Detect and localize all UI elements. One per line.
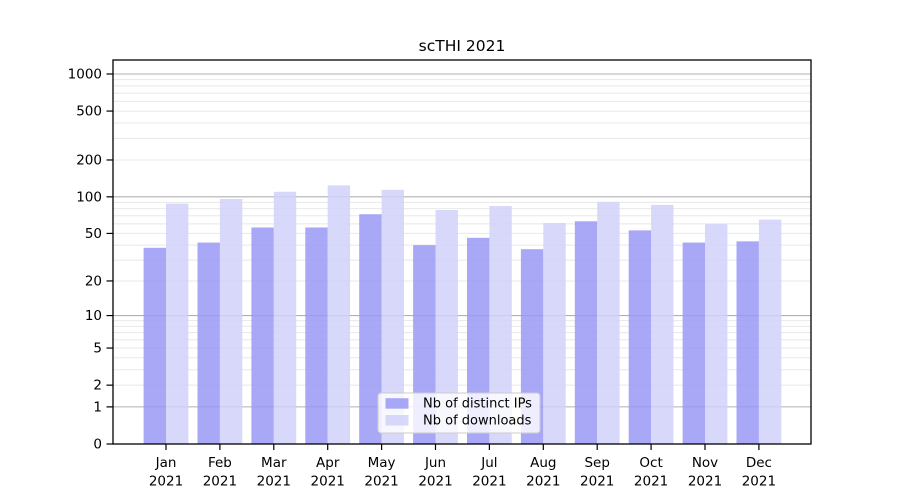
legend-swatch-distinct-ips bbox=[385, 398, 409, 409]
bar-distinct-ips-nov bbox=[682, 242, 705, 444]
bar-distinct-ips-mar bbox=[251, 227, 274, 444]
bar-downloads-aug bbox=[543, 222, 566, 444]
plot-border bbox=[112, 59, 812, 445]
y-tick-label: 200 bbox=[76, 152, 102, 168]
y-tick-label: 5 bbox=[93, 341, 102, 357]
x-tick-label-aug: Aug 2021 bbox=[526, 455, 560, 490]
x-axis: Jan 2021 Feb 2021 Mar 2021 Apr 2021 May 2021 Jun 20… bbox=[149, 444, 776, 490]
legend-label-downloads: Nb of downloads bbox=[423, 414, 532, 429]
bar-downloads-jun bbox=[435, 209, 458, 444]
y-tick-label: 20 bbox=[85, 273, 102, 289]
bar-downloads-apr bbox=[327, 185, 351, 444]
x-tick-label-jul: Jul 2021 bbox=[472, 455, 506, 490]
y-tick-label: 10 bbox=[85, 308, 102, 324]
bar-downloads-dec bbox=[758, 219, 782, 444]
legend-label-distinct-ips: Nb of distinct IPs bbox=[423, 397, 532, 412]
bars bbox=[143, 185, 782, 444]
bar-distinct-ips-may bbox=[359, 214, 382, 444]
y-axis: 0 1 2 5 10 20 50 100 200 500 1000 bbox=[68, 67, 113, 453]
bar-distinct-ips-apr bbox=[305, 227, 328, 444]
bar-downloads-jul bbox=[489, 206, 512, 444]
x-tick-label-dec: Dec 2021 bbox=[742, 455, 776, 490]
x-tick-label-apr: Apr 2021 bbox=[311, 455, 345, 490]
legend: Nb of distinct IPs Nb of downloads bbox=[377, 392, 541, 434]
chart-title: scTHI 2021 bbox=[419, 37, 506, 55]
x-tick-label-may: May 2021 bbox=[364, 455, 398, 490]
bar-distinct-ips-jul bbox=[467, 237, 490, 444]
y-tick-label: 100 bbox=[76, 189, 102, 205]
y-tick-label: 2 bbox=[93, 378, 102, 394]
bar-downloads-feb bbox=[219, 199, 243, 444]
bar-downloads-may bbox=[381, 189, 404, 444]
y-tick-label: 1000 bbox=[68, 67, 102, 83]
x-tick-label-sep: Sep 2021 bbox=[580, 455, 614, 490]
bar-downloads-mar bbox=[273, 191, 297, 444]
x-tick-label-feb: Feb 2021 bbox=[203, 455, 237, 490]
bar-downloads-nov bbox=[705, 223, 728, 444]
y-tick-label: 500 bbox=[76, 104, 102, 120]
y-tick-label: 1 bbox=[93, 399, 102, 415]
bar-distinct-ips-feb bbox=[197, 242, 220, 444]
bar-downloads-sep bbox=[597, 201, 620, 444]
y-tick-label: 0 bbox=[93, 437, 102, 453]
y-tick-label: 50 bbox=[85, 226, 102, 242]
bar-downloads-jan bbox=[166, 203, 189, 444]
bar-downloads-oct bbox=[651, 204, 674, 444]
bar-distinct-ips-sep bbox=[574, 221, 598, 444]
legend-box bbox=[377, 392, 541, 434]
x-tick-label-jun: Jun 2021 bbox=[418, 455, 452, 490]
bar-distinct-ips-dec bbox=[736, 241, 759, 444]
x-tick-label-nov: Nov 2021 bbox=[688, 455, 722, 490]
x-tick-label-jan: Jan 2021 bbox=[149, 455, 183, 490]
x-tick-label-oct: Oct 2021 bbox=[634, 455, 668, 490]
bar-distinct-ips-oct bbox=[628, 230, 652, 444]
x-tick-label-mar: Mar 2021 bbox=[257, 455, 291, 490]
legend-swatch-downloads bbox=[385, 415, 409, 426]
bar-distinct-ips-jan bbox=[143, 247, 166, 444]
